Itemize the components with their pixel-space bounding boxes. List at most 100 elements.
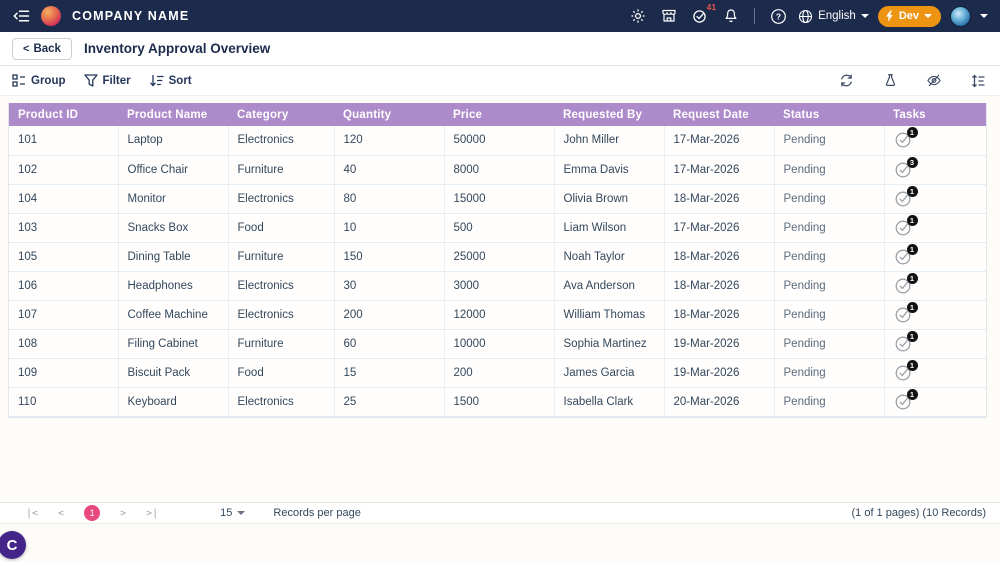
task-count-badge: 1	[906, 388, 918, 400]
table-row[interactable]: 107 Coffee Machine Electronics 200 12000…	[9, 300, 986, 330]
row-height-icon[interactable]	[968, 71, 988, 91]
cell-product-name: Monitor	[118, 184, 229, 214]
group-button[interactable]: Group	[12, 74, 66, 87]
table-row[interactable]: 104 Monitor Electronics 80 15000 Olivia …	[9, 184, 986, 214]
cell-category: Food	[228, 358, 335, 388]
task-check-button[interactable]: 1	[894, 214, 918, 238]
cell-request-date: 17-Mar-2026	[664, 126, 775, 156]
store-icon[interactable]	[658, 5, 680, 27]
page-title: Inventory Approval Overview	[83, 41, 271, 56]
env-label: Dev	[898, 10, 919, 22]
column-header-request-date[interactable]: Request Date	[664, 103, 774, 126]
table-row[interactable]: 106 Headphones Electronics 30 3000 Ava A…	[9, 271, 986, 301]
cell-product-name: Keyboard	[118, 387, 229, 417]
column-header-product-id[interactable]: Product ID	[9, 103, 118, 126]
task-check-button[interactable]: 1	[894, 301, 918, 325]
chat-widget-button[interactable]: C	[0, 531, 26, 559]
lightning-icon	[885, 10, 893, 22]
cell-status: Pending	[774, 213, 885, 243]
table-row[interactable]: 105 Dining Table Furniture 150 25000 Noa…	[9, 242, 986, 272]
refresh-icon[interactable]	[836, 71, 856, 91]
table-toolbar: Group Filter Sort	[0, 66, 1000, 96]
task-check-button[interactable]: 3	[894, 156, 918, 180]
column-header-price[interactable]: Price	[444, 103, 554, 126]
task-check-button[interactable]: 1	[894, 243, 918, 267]
first-page-button[interactable]: |<	[26, 507, 39, 519]
language-label: English	[818, 10, 856, 22]
settings-gear-icon[interactable]	[627, 5, 649, 27]
cell-requested-by: Isabella Clark	[554, 387, 665, 417]
cell-quantity: 200	[334, 300, 445, 330]
sort-button[interactable]: Sort	[149, 74, 192, 87]
language-selector[interactable]: English	[798, 9, 869, 24]
top-navbar: COMPANY NAME 41 ?	[0, 0, 1000, 32]
task-check-button[interactable]: 1	[894, 359, 918, 383]
task-check-button[interactable]: 1	[894, 330, 918, 354]
task-count-badge: 1	[906, 301, 918, 313]
cell-product-id: 109	[9, 358, 119, 388]
flask-icon[interactable]	[880, 71, 900, 91]
svg-text:?: ?	[775, 11, 780, 21]
table-row[interactable]: 109 Biscuit Pack Food 15 200 James Garci…	[9, 358, 986, 388]
table-row[interactable]: 103 Snacks Box Food 10 500 Liam Wilson 1…	[9, 213, 986, 243]
cell-price: 3000	[444, 271, 555, 301]
cell-category: Furniture	[228, 329, 335, 359]
cell-category: Electronics	[228, 300, 335, 330]
cell-price: 8000	[444, 155, 555, 185]
cell-status: Pending	[774, 155, 885, 185]
notifications-bell-icon[interactable]	[720, 5, 742, 27]
task-check-button[interactable]: 1	[894, 127, 918, 150]
task-check-button[interactable]: 1	[894, 272, 918, 296]
cell-request-date: 19-Mar-2026	[664, 358, 775, 388]
cell-request-date: 18-Mar-2026	[664, 271, 775, 301]
column-header-category[interactable]: Category	[228, 103, 334, 126]
cell-request-date: 17-Mar-2026	[664, 213, 775, 243]
cell-category: Food	[228, 213, 335, 243]
cell-request-date: 18-Mar-2026	[664, 300, 775, 330]
cell-requested-by: Sophia Martinez	[554, 329, 665, 359]
table-row[interactable]: 102 Office Chair Furniture 40 8000 Emma …	[9, 155, 986, 185]
cell-product-id: 106	[9, 271, 119, 301]
last-page-button[interactable]: >|	[146, 507, 159, 519]
hide-fields-eye-off-icon[interactable]	[924, 71, 944, 91]
table-row[interactable]: 108 Filing Cabinet Furniture 60 10000 So…	[9, 329, 986, 359]
filter-button[interactable]: Filter	[83, 74, 131, 87]
cell-product-name: Laptop	[118, 126, 229, 156]
cell-quantity: 25	[334, 387, 445, 417]
cell-category: Furniture	[228, 242, 335, 272]
table-row[interactable]: 110 Keyboard Electronics 25 1500 Isabell…	[9, 387, 986, 417]
profile-caret-icon[interactable]	[980, 14, 988, 18]
task-count-badge: 1	[906, 330, 918, 342]
next-page-button[interactable]: >	[120, 507, 127, 519]
task-check-button[interactable]: 1	[894, 185, 918, 209]
user-avatar[interactable]	[950, 5, 971, 27]
previous-page-button[interactable]: <	[58, 507, 65, 519]
column-header-quantity[interactable]: Quantity	[334, 103, 444, 126]
column-header-status[interactable]: Status	[774, 103, 884, 126]
sidebar-collapse-icon[interactable]	[10, 5, 32, 27]
task-count-badge: 1	[906, 214, 918, 226]
cell-tasks: 1	[884, 213, 986, 243]
column-header-tasks[interactable]: Tasks	[884, 103, 986, 126]
help-icon[interactable]: ?	[767, 5, 789, 27]
navbar-divider	[754, 8, 756, 24]
task-check-circle-icon	[895, 191, 910, 206]
column-header-product-name[interactable]: Product Name	[118, 103, 228, 126]
page-size-dropdown[interactable]: 15	[220, 507, 246, 519]
cell-request-date: 17-Mar-2026	[664, 155, 775, 185]
cell-quantity: 60	[334, 329, 445, 359]
back-button[interactable]: < Back	[12, 37, 72, 60]
env-dev-button[interactable]: Dev	[877, 5, 941, 27]
cell-category: Electronics	[228, 126, 335, 156]
language-caret-icon	[860, 14, 869, 18]
task-check-button[interactable]: 1	[894, 388, 918, 412]
cell-product-id: 102	[9, 155, 119, 185]
current-page-button[interactable]: 1	[84, 505, 101, 521]
company-logo[interactable]	[41, 6, 61, 26]
column-header-requested-by[interactable]: Requested By	[554, 103, 664, 126]
cell-product-name: Office Chair	[118, 155, 229, 185]
cell-product-name: Biscuit Pack	[118, 358, 229, 388]
cell-request-date: 18-Mar-2026	[664, 242, 775, 272]
approvals-check-icon[interactable]: 41	[689, 2, 716, 27]
table-row[interactable]: 101 Laptop Electronics 120 50000 John Mi…	[9, 126, 986, 156]
